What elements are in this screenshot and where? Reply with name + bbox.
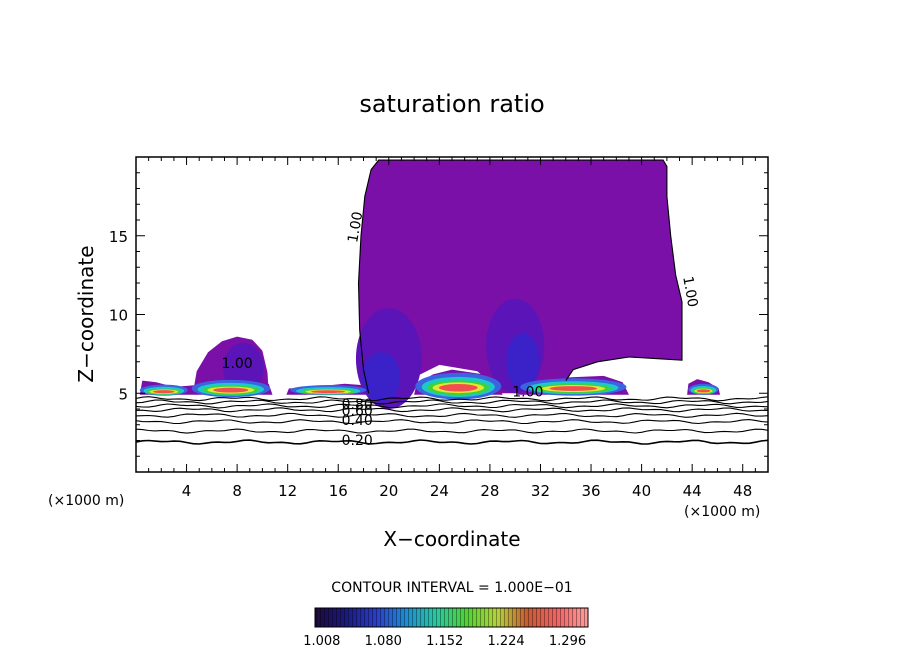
x-tick-label: 16 xyxy=(329,482,348,500)
y-axis-title: Z−coordinate xyxy=(74,245,98,382)
saturation-contour xyxy=(357,159,683,394)
x-unit-label-left: (×1000 m) xyxy=(48,493,124,509)
y-axis: 5 10 15 xyxy=(109,172,768,457)
x-tick-label: 44 xyxy=(683,482,702,500)
core-45-red xyxy=(696,389,711,393)
contour-line xyxy=(136,396,768,402)
contour-line xyxy=(136,428,768,434)
contour-label: 1.00 xyxy=(512,384,543,400)
x-axis-title: X−coordinate xyxy=(383,527,520,551)
tower-inner-right-core xyxy=(506,333,540,391)
colorbar-stripes xyxy=(315,608,588,627)
contour-label: 0.60 xyxy=(342,403,373,419)
contour-line xyxy=(136,403,768,409)
core-left-red xyxy=(213,387,249,393)
contour-line xyxy=(136,412,768,418)
y-tick-label: 10 xyxy=(109,307,128,325)
colorbar-tick-label: 1.080 xyxy=(365,634,402,649)
x-axis: 4 8 12 16 20 24 28 32 36 40 44 48 xyxy=(148,157,756,500)
field-fill-layer xyxy=(139,160,720,409)
contour-label: 0.40 xyxy=(342,413,373,429)
colorbar-tick-label: 1.296 xyxy=(549,634,586,649)
x-tick-label: 40 xyxy=(632,482,651,500)
contour-line xyxy=(136,399,768,405)
x-tick-label: 32 xyxy=(531,482,550,500)
core-25-red xyxy=(438,383,478,392)
x-tick-label: 20 xyxy=(379,482,398,500)
contour-label: 0.20 xyxy=(342,433,373,449)
colorbar-tick-label: 1.224 xyxy=(487,634,524,649)
x-tick-label: 24 xyxy=(430,482,449,500)
x-tick-label: 12 xyxy=(278,482,297,500)
tower-inner-left-core xyxy=(362,352,401,403)
colorbar: 1.008 1.080 1.152 1.224 1.296 xyxy=(303,607,589,649)
contour-layer xyxy=(136,159,768,445)
x-tick-label: 8 xyxy=(232,482,242,500)
contour-label: 0.80 xyxy=(342,397,373,413)
colorbar-tick-labels: 1.008 1.080 1.152 1.224 1.296 xyxy=(303,634,586,649)
core-far-left-red xyxy=(153,390,175,394)
chart-title: saturation ratio xyxy=(359,90,544,118)
y-tick-label: 5 xyxy=(118,385,128,403)
y-tick-label: 15 xyxy=(109,228,128,246)
contour-label: 1.00 xyxy=(345,210,366,243)
core-35-red xyxy=(549,386,598,391)
contour-label-layer: 1.00 1.00 1.00 1.00 0.800.600.40 0.20 xyxy=(222,210,701,449)
x-unit-label-right: (×1000 m) xyxy=(684,504,760,520)
x-tick-label: 28 xyxy=(480,482,499,500)
contour-interval-text: CONTOUR INTERVAL = 1.000E−01 xyxy=(331,580,572,596)
contour-line xyxy=(136,407,768,413)
contour-line xyxy=(136,439,768,445)
contour-label: 1.00 xyxy=(679,275,700,308)
core-14-red xyxy=(311,390,346,394)
x-tick-label: 48 xyxy=(733,482,752,500)
x-tick-label: 4 xyxy=(182,482,192,500)
contour-line xyxy=(136,419,768,425)
colorbar-tick-label: 1.152 xyxy=(426,634,463,649)
contour-label: 1.00 xyxy=(222,356,253,372)
tower-saturated-region xyxy=(358,160,682,394)
colorbar-tick-label: 1.008 xyxy=(303,634,340,649)
x-tick-label: 36 xyxy=(581,482,600,500)
